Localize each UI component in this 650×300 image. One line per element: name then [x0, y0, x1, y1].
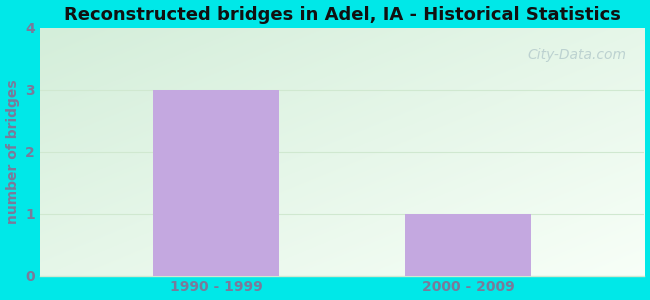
Bar — [153, 90, 279, 276]
Y-axis label: number of bridges: number of bridges — [6, 80, 20, 224]
Title: Reconstructed bridges in Adel, IA - Historical Statistics: Reconstructed bridges in Adel, IA - Hist… — [64, 6, 621, 24]
Bar — [405, 214, 531, 276]
Text: City-Data.com: City-Data.com — [527, 48, 627, 62]
